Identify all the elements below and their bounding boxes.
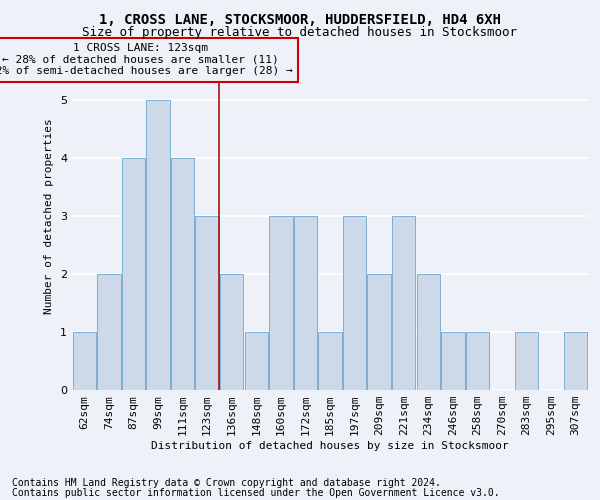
Bar — [73, 332, 96, 390]
Bar — [441, 332, 464, 390]
Bar — [245, 332, 268, 390]
Bar — [294, 216, 317, 390]
Bar — [367, 274, 391, 390]
Bar — [171, 158, 194, 390]
Text: Contains HM Land Registry data © Crown copyright and database right 2024.: Contains HM Land Registry data © Crown c… — [12, 478, 441, 488]
Text: 1, CROSS LANE, STOCKSMOOR, HUDDERSFIELD, HD4 6XH: 1, CROSS LANE, STOCKSMOOR, HUDDERSFIELD,… — [99, 12, 501, 26]
Bar — [97, 274, 121, 390]
Bar — [466, 332, 489, 390]
Bar — [196, 216, 219, 390]
Text: Size of property relative to detached houses in Stocksmoor: Size of property relative to detached ho… — [83, 26, 517, 39]
Bar — [220, 274, 244, 390]
Bar — [564, 332, 587, 390]
Bar — [146, 100, 170, 390]
Text: Contains public sector information licensed under the Open Government Licence v3: Contains public sector information licen… — [12, 488, 500, 498]
Bar — [515, 332, 538, 390]
Bar — [269, 216, 293, 390]
Bar — [416, 274, 440, 390]
X-axis label: Distribution of detached houses by size in Stocksmoor: Distribution of detached houses by size … — [151, 441, 509, 451]
Bar — [319, 332, 341, 390]
Bar — [343, 216, 366, 390]
Bar — [122, 158, 145, 390]
Bar — [392, 216, 415, 390]
Text: 1 CROSS LANE: 123sqm
← 28% of detached houses are smaller (11)
72% of semi-detac: 1 CROSS LANE: 123sqm ← 28% of detached h… — [0, 44, 293, 76]
Y-axis label: Number of detached properties: Number of detached properties — [44, 118, 55, 314]
